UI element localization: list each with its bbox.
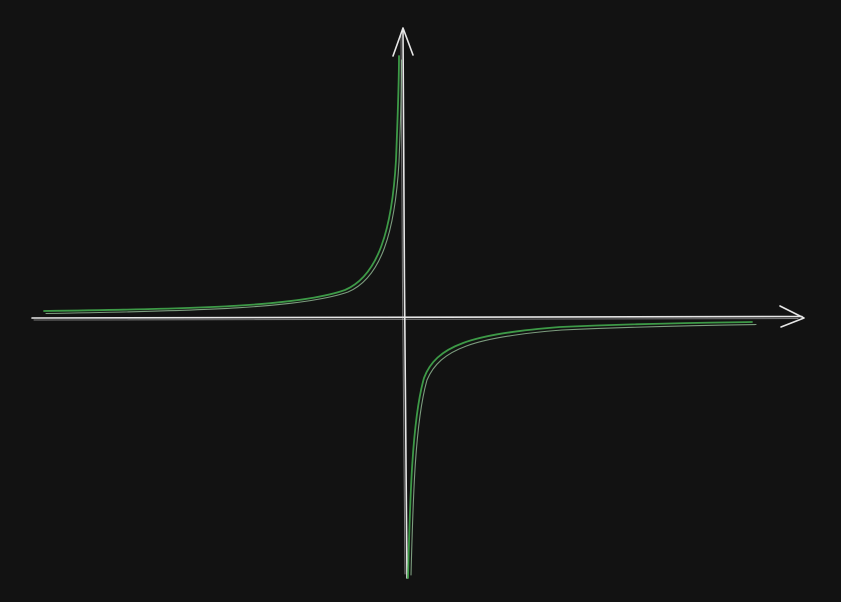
curve-branch-upper-left-echo bbox=[45, 59, 403, 315]
x-axis bbox=[31, 305, 805, 328]
x-axis-line-echo bbox=[33, 318, 799, 321]
y-axis-line bbox=[402, 29, 408, 579]
curve-branch-lower-right-echo bbox=[410, 323, 757, 576]
curve-group bbox=[43, 55, 757, 579]
y-axis-line-echo bbox=[400, 33, 406, 575]
y-axis bbox=[392, 27, 414, 579]
y-axis-arrowhead bbox=[392, 27, 414, 57]
curve-branch-lower-right bbox=[407, 321, 753, 579]
curve-branch-upper-left bbox=[43, 55, 400, 312]
x-axis-arrowhead bbox=[779, 305, 805, 328]
x-axis-line bbox=[31, 315, 803, 319]
